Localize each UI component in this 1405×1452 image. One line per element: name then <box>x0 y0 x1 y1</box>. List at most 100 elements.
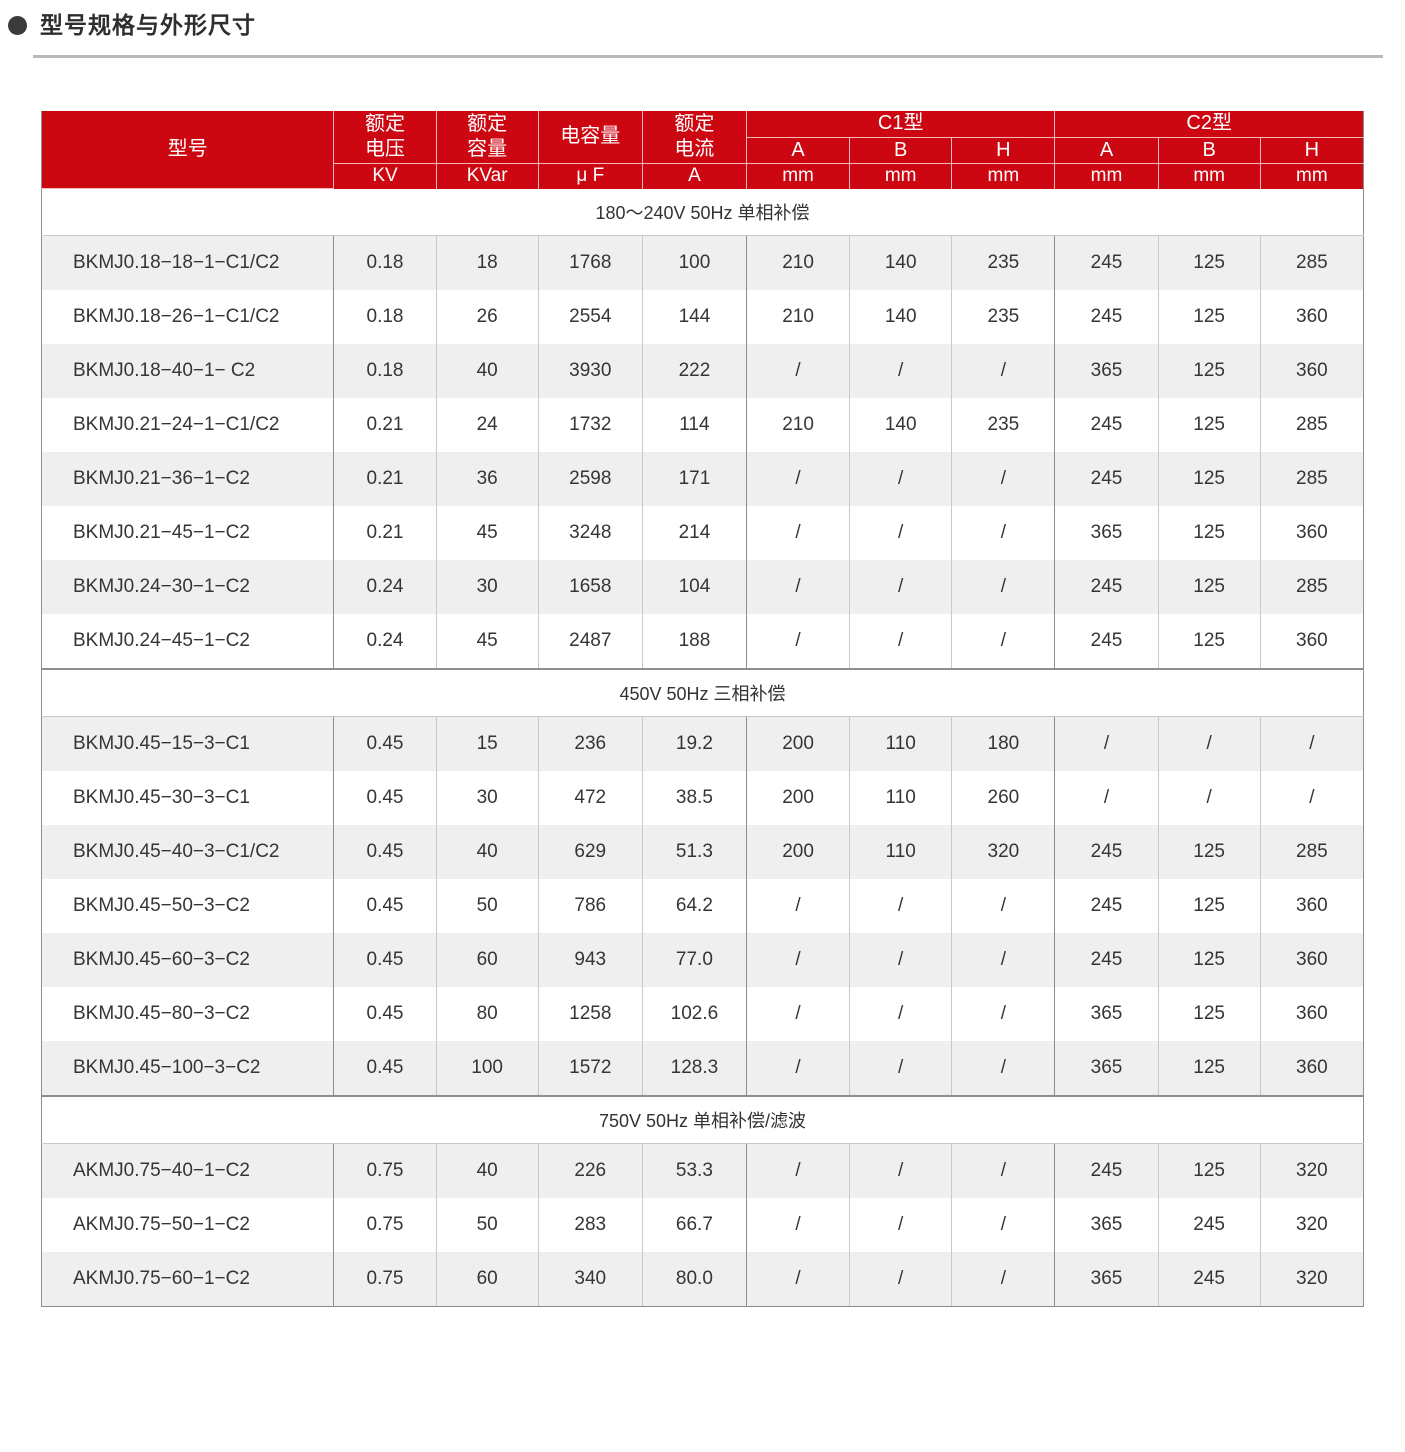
cell-c1-b: 140 <box>849 290 953 344</box>
rated-capacity-line1: 额定 <box>467 112 508 135</box>
table-row: AKMJ0.75−50−1−C2 0.75 50 283 66.7///365 245 32… <box>41 1198 1364 1252</box>
cell-c2-h: 360 <box>1260 506 1364 560</box>
cell-c1-b: / <box>849 614 953 669</box>
cell-rated-current: 51.3 <box>642 825 747 879</box>
cell-c2-a: 365 <box>1054 1252 1159 1307</box>
cell-c1-h: / <box>951 933 1056 987</box>
cell-rated-voltage: 0.75 <box>333 1252 437 1307</box>
cell-c2-a: 365 <box>1054 506 1159 560</box>
cell-c1-a: / <box>746 879 851 933</box>
col-header-rated-capacity: 额定 容量 <box>436 111 539 165</box>
section-title: 750V 50Hz 单相补偿/滤波 <box>41 1095 1364 1144</box>
col-header-rated-current: 额定 电流 <box>642 111 747 165</box>
cell-c2-a: / <box>1054 771 1159 825</box>
cell-c2-a: 245 <box>1054 398 1159 452</box>
cell-rated-voltage: 0.18 <box>333 290 437 344</box>
section-header-row: 450V 50Hz 三相补偿 <box>41 668 1364 717</box>
cell-capacitance: 1658 <box>538 560 643 614</box>
col-header-c1-b: B <box>849 137 953 165</box>
header-row-units: KV KVar μ F A mm mm mm mm mm mm <box>42 163 1364 189</box>
cell-rated-capacity: 30 <box>436 560 539 614</box>
cell-c1-a: / <box>746 1252 851 1307</box>
cell-c1-b: / <box>849 344 953 398</box>
cell-rated-current: 77.0 <box>642 933 747 987</box>
cell-model: BKMJ0.45−60−3−C2 <box>41 933 335 987</box>
cell-c2-a: / <box>1054 716 1159 771</box>
cell-c2-a: 365 <box>1054 1198 1159 1252</box>
cell-rated-capacity: 40 <box>436 344 539 398</box>
cell-c2-h: 360 <box>1260 987 1364 1041</box>
cell-model: BKMJ0.21−24−1−C1/C2 <box>41 398 335 452</box>
cell-model: BKMJ0.45−30−3−C1 <box>41 771 335 825</box>
cell-capacitance: 1732 <box>538 398 643 452</box>
cell-c2-h: 285 <box>1260 235 1364 290</box>
col-header-c1-a: A <box>746 137 851 165</box>
cell-c1-a: / <box>746 933 851 987</box>
cell-rated-current: 128.3 <box>642 1041 747 1096</box>
cell-c2-b: 125 <box>1158 1143 1261 1198</box>
section-title: 180～240V 50Hz 单相补偿 <box>41 188 1364 236</box>
cell-model: AKMJ0.75−40−1−C2 <box>41 1143 335 1198</box>
cell-c1-h: / <box>951 506 1056 560</box>
table-row: BKMJ0.21−36−1−C2 0.21 36 2598 171///245 125 28… <box>41 452 1364 506</box>
cell-c1-b: 110 <box>849 716 953 771</box>
cell-model: AKMJ0.75−60−1−C2 <box>41 1252 335 1307</box>
cell-capacitance: 1572 <box>538 1041 643 1096</box>
col-group-header-c2: C2型 <box>1054 111 1364 138</box>
cell-c2-a: 365 <box>1054 987 1159 1041</box>
cell-c1-a: / <box>746 987 851 1041</box>
cell-rated-voltage: 0.21 <box>333 452 437 506</box>
cell-c2-a: 245 <box>1054 1143 1159 1198</box>
cell-rated-voltage: 0.45 <box>333 1041 437 1096</box>
cell-rated-capacity: 80 <box>436 987 539 1041</box>
cell-model: BKMJ0.21−36−1−C2 <box>41 452 335 506</box>
cell-c1-a: / <box>746 452 851 506</box>
cell-rated-current: 19.2 <box>642 716 747 771</box>
cell-c1-b: / <box>849 1198 953 1252</box>
cell-c2-b: 125 <box>1158 825 1261 879</box>
cell-c1-a: 200 <box>746 825 851 879</box>
cell-c2-b: 125 <box>1158 933 1261 987</box>
table-body: 180～240V 50Hz 单相补偿 BKMJ0.18−18−1−C1/C2 0.1… <box>41 188 1364 1307</box>
cell-capacitance: 3248 <box>538 506 643 560</box>
cell-rated-current: 188 <box>642 614 747 669</box>
cell-model: BKMJ0.45−15−3−C1 <box>41 716 335 771</box>
cell-c2-b: 245 <box>1158 1198 1261 1252</box>
cell-rated-capacity: 50 <box>436 879 539 933</box>
cell-c2-h: 285 <box>1260 560 1364 614</box>
cell-c1-a: / <box>746 560 851 614</box>
table-row: BKMJ0.45−50−3−C2 0.45 50 786 64.2///245 125 36… <box>41 879 1364 933</box>
cell-c1-h: / <box>951 452 1056 506</box>
cell-c2-a: 245 <box>1054 879 1159 933</box>
table-row: BKMJ0.45−15−3−C1 0.45 15 236 19.2 200 110 180//… <box>41 716 1364 771</box>
cell-c1-b: / <box>849 1041 953 1096</box>
cell-c2-a: 365 <box>1054 1041 1159 1096</box>
cell-capacitance: 340 <box>538 1252 643 1307</box>
col-header-c2-h: H <box>1260 137 1364 165</box>
table-row: BKMJ0.45−60−3−C2 0.45 60 943 77.0///245 125 36… <box>41 933 1364 987</box>
cell-rated-voltage: 0.45 <box>333 771 437 825</box>
cell-rated-current: 66.7 <box>642 1198 747 1252</box>
cell-rated-capacity: 45 <box>436 506 539 560</box>
cell-model: BKMJ0.45−100−3−C2 <box>41 1041 335 1096</box>
cell-c2-h: 360 <box>1260 1041 1364 1096</box>
cell-model: BKMJ0.18−18−1−C1/C2 <box>41 235 335 290</box>
cell-c1-a: / <box>746 1198 851 1252</box>
cell-rated-current: 100 <box>642 235 747 290</box>
cell-capacitance: 786 <box>538 879 643 933</box>
unit-header-c2-b-mm: mm <box>1158 163 1261 189</box>
cell-rated-capacity: 40 <box>436 1143 539 1198</box>
table-row: BKMJ0.45−80−3−C2 0.45 80 1258 102.6///365 125… <box>41 987 1364 1041</box>
unit-header-c1-h-mm: mm <box>951 163 1056 189</box>
cell-c1-a: 210 <box>746 235 851 290</box>
cell-c1-h: / <box>951 560 1056 614</box>
cell-c1-a: / <box>746 1041 851 1096</box>
cell-c2-h: 360 <box>1260 290 1364 344</box>
table-row: BKMJ0.21−24−1−C1/C2 0.21 24 1732 114 210 140 23… <box>41 398 1364 452</box>
cell-c2-h: 285 <box>1260 452 1364 506</box>
cell-capacitance: 2487 <box>538 614 643 669</box>
col-header-model: 型号 <box>41 111 335 189</box>
cell-c1-a: / <box>746 1143 851 1198</box>
cell-c1-a: / <box>746 614 851 669</box>
cell-rated-capacity: 15 <box>436 716 539 771</box>
